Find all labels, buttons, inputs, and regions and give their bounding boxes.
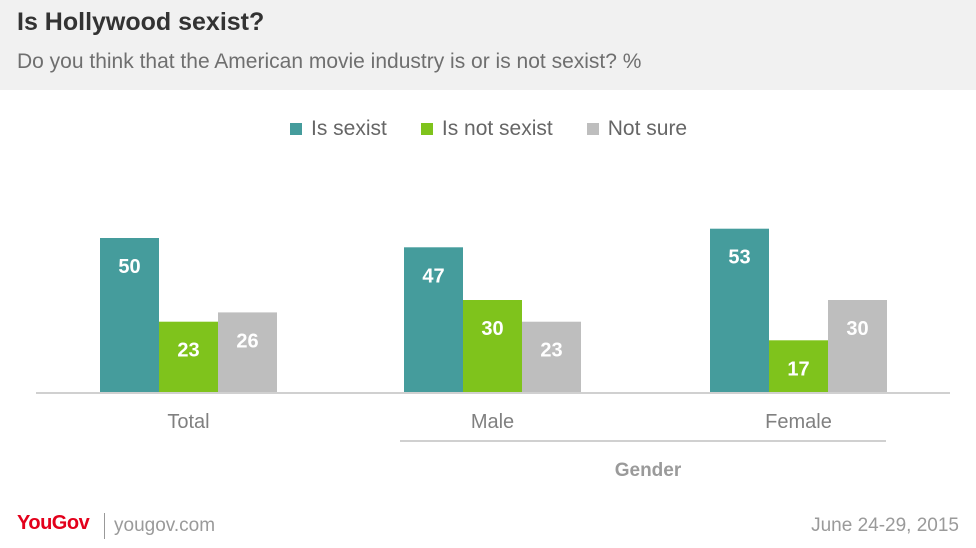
data-label-female-is-sexist: 53 bbox=[728, 247, 750, 269]
group-label-gender: Gender bbox=[615, 460, 682, 481]
category-label-male: Male bbox=[471, 411, 514, 433]
bar-total-not-sure bbox=[218, 312, 277, 393]
bar-total-is-sexist bbox=[100, 238, 159, 393]
footer-date: June 24-29, 2015 bbox=[811, 515, 959, 536]
yougov-logo: YouGov bbox=[17, 512, 90, 534]
legend-swatch-is-sexist bbox=[290, 123, 302, 135]
category-label-total: Total bbox=[167, 411, 209, 433]
legend-item-not-sure: Not sure bbox=[586, 117, 688, 141]
data-label-male-is-not-sexist: 30 bbox=[481, 318, 503, 340]
data-label-female-is-not-sexist: 17 bbox=[787, 358, 809, 380]
bar-male-is-sexist bbox=[404, 247, 463, 393]
data-label-total-is-not-sexist: 23 bbox=[177, 340, 199, 362]
data-label-female-not-sure: 30 bbox=[846, 318, 868, 340]
category-label-female: Female bbox=[765, 411, 832, 433]
chart-subtitle: Do you think that the American movie ind… bbox=[17, 50, 642, 73]
data-label-male-not-sure: 23 bbox=[540, 340, 562, 362]
data-label-male-is-sexist: 47 bbox=[422, 265, 444, 287]
legend-label-is-sexist: Is sexist bbox=[311, 117, 387, 140]
bar-total-is-not-sexist bbox=[159, 321, 218, 393]
chart-title: Is Hollywood sexist? bbox=[17, 8, 265, 36]
legend-swatch-not-sure bbox=[586, 123, 599, 135]
bar-female-not-sure bbox=[828, 300, 887, 393]
legend-swatch-is-not-sexist bbox=[420, 123, 433, 135]
legend-item-is-not-sexist: Is not sexist bbox=[420, 117, 553, 141]
footer-divider bbox=[104, 513, 105, 539]
legend-item-is-sexist: Is sexist bbox=[290, 117, 387, 141]
legend: Is sexist Is not sexist Not sure bbox=[290, 117, 687, 141]
data-label-total-not-sure: 26 bbox=[236, 330, 258, 352]
header-band: Is Hollywood sexist? Do you think that t… bbox=[0, 0, 976, 90]
bar-female-is-sexist bbox=[710, 228, 769, 393]
bar-male-not-sure bbox=[522, 321, 581, 393]
bar-male-is-not-sexist bbox=[463, 300, 522, 393]
footer-site: yougov.com bbox=[114, 515, 216, 536]
legend-label-is-not-sexist: Is not sexist bbox=[441, 117, 553, 140]
bar-female-is-not-sexist bbox=[769, 340, 828, 393]
legend-label-not-sure: Not sure bbox=[607, 117, 688, 140]
data-label-total-is-sexist: 50 bbox=[118, 256, 140, 278]
